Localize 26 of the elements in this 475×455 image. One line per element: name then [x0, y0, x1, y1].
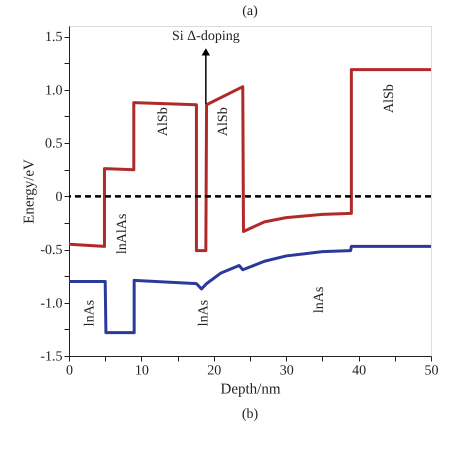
x-tick-label: 10: [134, 364, 149, 378]
y-axis-title: Energy/eV: [21, 158, 38, 224]
annotation: lnAlAs: [114, 214, 130, 254]
annotation: AlSb: [382, 84, 398, 113]
text: (b): [242, 407, 258, 422]
y-tick-label: 1.5: [45, 30, 62, 46]
y-tick-label: -1.0: [40, 296, 62, 312]
y-tick-label: -1.5: [40, 350, 62, 364]
annotation: Si Δ-doping: [172, 28, 240, 44]
y-tick-label: 0.5: [45, 136, 62, 152]
x-tick-label: 40: [352, 364, 366, 378]
y-tick-label: 1.0: [45, 83, 62, 98]
x-tick-label: 0: [66, 364, 73, 378]
x-axis-title: Depth/nm: [220, 382, 281, 398]
y-tick-label: -0.5: [40, 243, 62, 258]
y-tick-label: 0: [56, 190, 62, 205]
annotation: lnAs: [312, 286, 327, 314]
annotation: lnAs: [196, 300, 212, 326]
chart-title: (a): [242, 4, 258, 19]
x-tick-label: 50: [424, 364, 438, 378]
line-series: [68, 68, 432, 252]
annotation: lnAs: [82, 300, 98, 326]
x-tick-label: 30: [280, 364, 294, 378]
annotation: AlSb: [156, 107, 172, 136]
annotation: AlSb: [216, 107, 232, 136]
x-tick-label: 20: [207, 364, 222, 378]
